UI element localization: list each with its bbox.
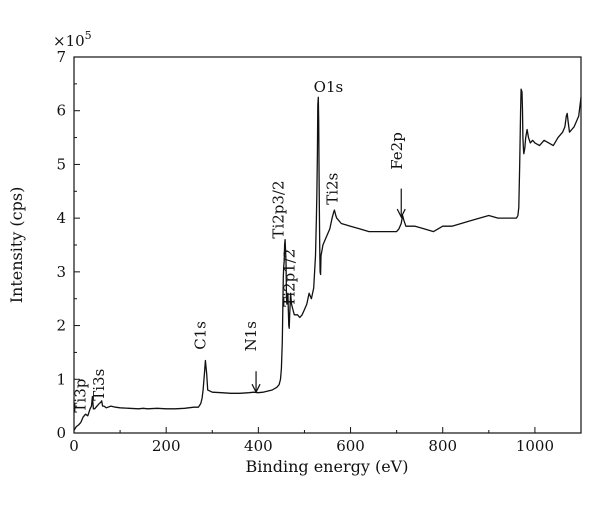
spectrum-line: [73, 88, 582, 431]
y-tick-label: 2: [56, 317, 66, 335]
y-axis-ticks: 0 1 2 3 4 5 6 7: [56, 48, 80, 442]
peak-label: Fe2p: [388, 132, 406, 170]
arrow-head: [251, 383, 261, 394]
y-tick-label: 3: [56, 263, 66, 281]
x-tick-label: 600: [336, 437, 365, 455]
y-tick-label: 7: [56, 48, 66, 66]
x-tick-label: 800: [428, 437, 457, 455]
x-tick-label: 0: [69, 437, 79, 455]
x-axis-ticks: 0 200 400 600 800 1000: [69, 427, 554, 455]
peak-label: Ti3p: [72, 379, 90, 413]
peak-label: C1s: [191, 321, 209, 350]
y-tick-label: 1: [56, 370, 66, 388]
x-axis-title: Binding energy (eV): [246, 457, 409, 476]
y-tick-label: 4: [56, 209, 66, 227]
plot-frame: [73, 56, 582, 434]
peak-label: Ti2p3/2: [270, 180, 288, 238]
y-multiplier-exponent: 5: [85, 29, 92, 42]
peak-annotations: Ti3p Ti3s C1s N1s Ti2p3/2 Ti2p1/2 O1s Ti2s Fe2p: [72, 78, 407, 413]
x-tick-label: 1000: [516, 437, 554, 455]
x-tick-label: 400: [244, 437, 273, 455]
plot-area: 0 200 400 600 800 1000 0 1 2 3 4 5 6 7 Ti3p Ti3s C1s N1…: [56, 48, 582, 455]
y-axis-title: Intensity (cps): [7, 187, 26, 304]
y-multiplier-label: ×105: [53, 29, 92, 50]
y-tick-label: 5: [56, 155, 66, 173]
peak-label: Ti2p1/2: [280, 249, 298, 307]
arrow-head: [396, 208, 406, 219]
x-tick-label: 200: [152, 437, 181, 455]
y-tick-label: 6: [56, 102, 66, 120]
peak-arrows: [251, 188, 406, 394]
peak-label: Ti3s: [90, 369, 108, 401]
peak-label: O1s: [314, 78, 344, 96]
peak-label: N1s: [242, 321, 260, 351]
peak-label: Ti2s: [324, 173, 342, 205]
y-tick-label: 0: [56, 424, 66, 442]
